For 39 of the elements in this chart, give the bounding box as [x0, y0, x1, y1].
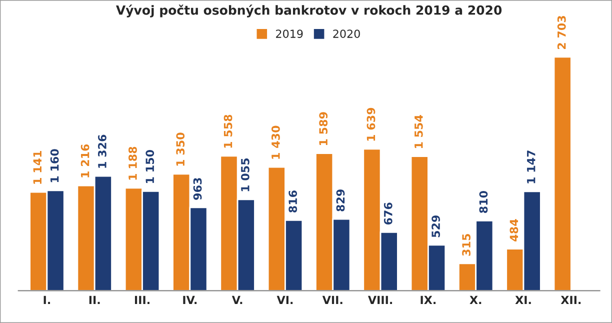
- x-tick-label: II.: [89, 296, 100, 304]
- data-label: 810: [479, 190, 488, 213]
- x-tick-label: IV.: [183, 296, 197, 304]
- data-label: 1 430: [271, 126, 280, 159]
- data-label: 484: [510, 219, 518, 242]
- data-label: 1 554: [414, 114, 423, 148]
- x-tick-label: VIII.: [368, 296, 392, 304]
- x-tick-label: III.: [134, 296, 150, 304]
- data-label: 1 558: [224, 114, 232, 148]
- data-label: 1 147: [527, 150, 536, 184]
- x-tick-label: I.: [44, 296, 50, 304]
- x-tick-label: XII.: [560, 296, 581, 304]
- data-label: 829: [336, 190, 345, 212]
- legend-label: 2020: [333, 30, 360, 38]
- data-label: 1 141: [33, 150, 42, 184]
- x-tick-label: V.: [232, 296, 242, 304]
- chart-title: Vývoj počtu osobných bankrotov v rokoch 2019 a 2020: [116, 4, 502, 18]
- data-label: 1 216: [80, 144, 90, 178]
- bar: [553, 56, 572, 291]
- data-label: 1 326: [98, 134, 106, 168]
- x-tick-label: IX.: [420, 296, 436, 304]
- data-label: 529: [432, 215, 440, 238]
- data-label: 1 188: [128, 146, 137, 180]
- legend-label: 2019: [276, 30, 303, 38]
- data-label: 1 160: [50, 149, 59, 182]
- data-label: 1 639: [366, 108, 376, 141]
- data-label: 816: [288, 190, 298, 212]
- x-tick-label: VI.: [276, 296, 293, 304]
- data-label: 1 589: [319, 112, 328, 145]
- x-tick-label: XI.: [515, 296, 531, 304]
- data-label: 2 703: [557, 16, 566, 50]
- x-tick-label: X.: [470, 296, 482, 304]
- data-label: 676: [384, 202, 392, 225]
- data-label: 963: [193, 178, 202, 200]
- data-label: 1 150: [146, 150, 154, 183]
- data-label: 1 350: [176, 132, 185, 166]
- x-tick-label: VII.: [322, 296, 342, 304]
- data-label: 1 055: [240, 158, 250, 192]
- data-label: 315: [462, 234, 470, 256]
